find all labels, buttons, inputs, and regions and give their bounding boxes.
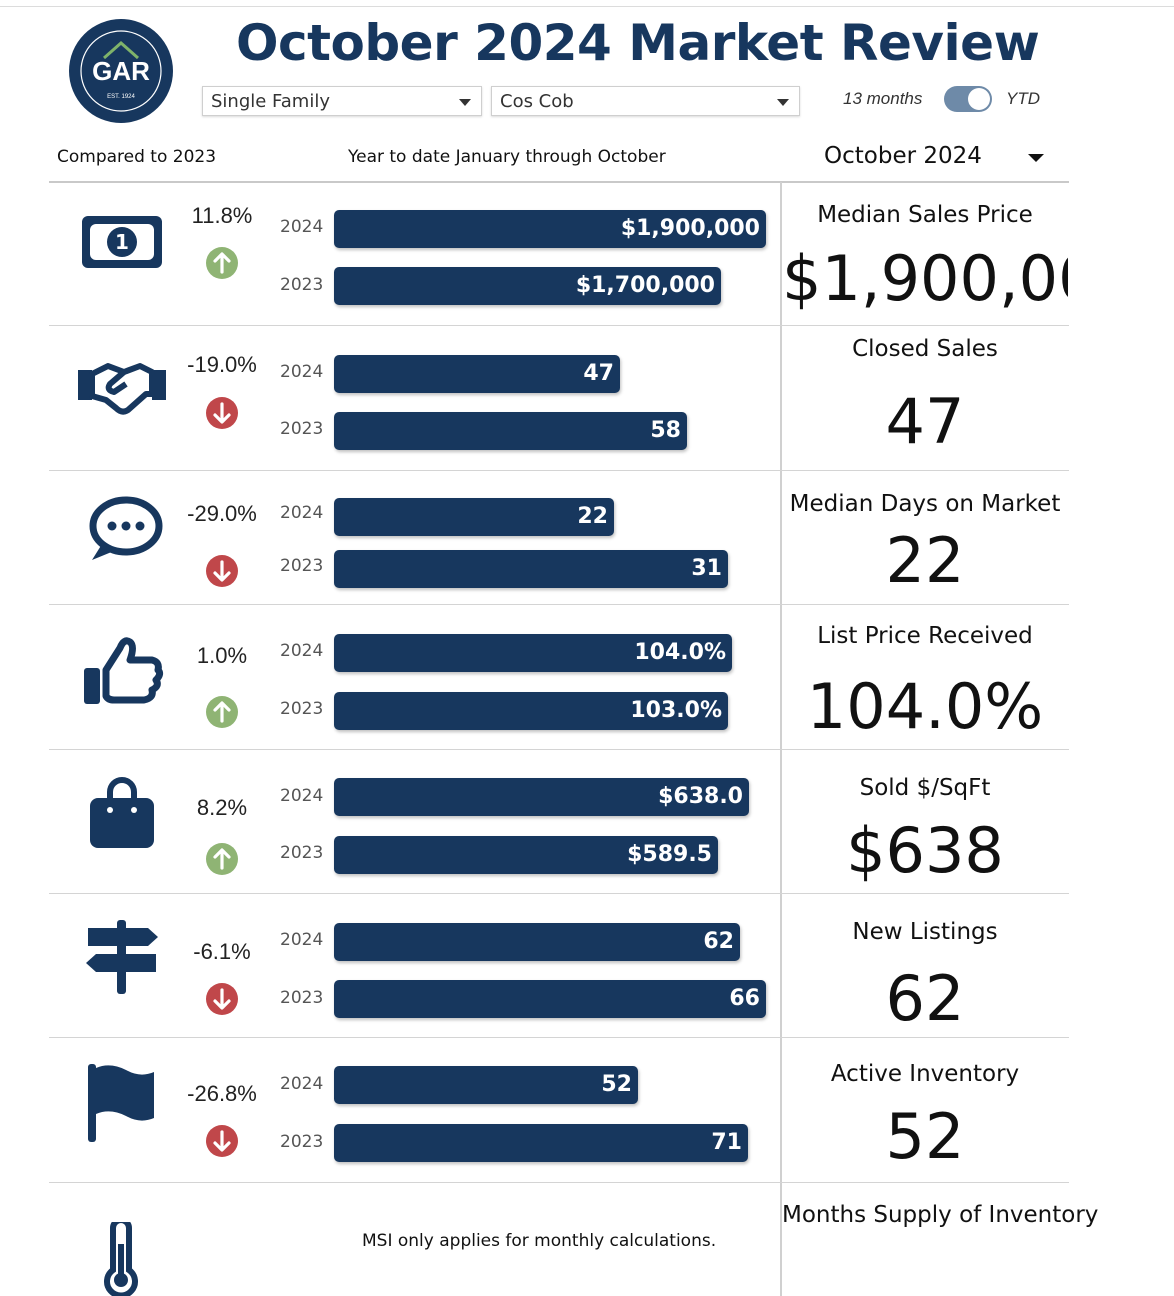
median-days-on-market-year-2024: 2024 — [280, 503, 324, 523]
median-sales-price-headline-value: $1,900,00 — [782, 242, 1068, 315]
median-days-on-market-bar-2023[interactable]: 31 — [334, 550, 728, 588]
arrow-down-icon — [205, 1124, 239, 1158]
shopping-bag-icon — [76, 772, 168, 852]
msi-note: MSI only applies for monthly calculation… — [362, 1231, 717, 1251]
list-price-received-headline-value: 104.0% — [806, 670, 1044, 743]
new-listings-headline-value: 62 — [885, 962, 965, 1035]
active-inventory-year-2024: 2024 — [280, 1074, 324, 1094]
active-inventory-headline-value: 52 — [885, 1100, 965, 1173]
closed-sales-bar-2024[interactable]: 47 — [334, 355, 620, 393]
thumbs-up-icon — [76, 632, 168, 712]
median-days-on-market-label: Median Days on Market — [789, 491, 1061, 517]
list-price-received-bar-2023[interactable]: 103.0% — [334, 692, 728, 730]
signpost-icon — [76, 918, 168, 998]
active-inventory-bar-2023[interactable]: 71 — [334, 1124, 748, 1162]
closed-sales-change: -19.0% — [187, 352, 257, 377]
sold-per-sqft-label: Sold $/SqFt — [859, 775, 991, 801]
toggle-knob — [968, 88, 990, 110]
list-price-received-year-2023: 2023 — [280, 699, 324, 719]
month-selector[interactable]: October 2024 — [824, 143, 982, 169]
area-dropdown[interactable]: Cos Cob — [491, 86, 800, 116]
chevron-down-icon — [777, 99, 789, 106]
median-sales-price-year-2024: 2024 — [280, 217, 324, 237]
logo-est: EST. 1924 — [107, 94, 135, 100]
active-inventory-label: Active Inventory — [830, 1061, 1020, 1087]
closed-sales-bar-2023[interactable]: 58 — [334, 412, 687, 450]
new-listings-label: New Listings — [852, 919, 998, 945]
row-divider — [49, 470, 1069, 471]
msi-label: Months Supply of Inventory — [782, 1202, 1099, 1228]
svg-text:1: 1 — [115, 230, 129, 254]
row-divider — [49, 749, 1069, 750]
closed-sales-year-2024: 2024 — [280, 362, 324, 382]
arrow-up-icon — [205, 842, 239, 876]
sold-per-sqft-change: 8.2% — [196, 795, 248, 820]
chat-bubble-icon — [76, 490, 168, 570]
column-divider — [780, 182, 782, 1296]
arrow-up-icon — [205, 246, 239, 280]
sold-per-sqft-year-2024: 2024 — [280, 786, 324, 806]
compared-to-label: Compared to 2023 — [57, 147, 217, 167]
active-inventory-change: -26.8% — [187, 1081, 257, 1106]
new-listings-change: -6.1% — [193, 939, 251, 964]
chevron-down-icon — [459, 99, 471, 106]
arrow-down-icon — [205, 982, 239, 1016]
list-price-received-year-2024: 2024 — [280, 641, 324, 661]
arrow-down-icon — [205, 396, 239, 430]
median-days-on-market-change: -29.0% — [187, 501, 257, 526]
row-divider — [49, 325, 1069, 326]
property-type-value: Single Family — [211, 91, 330, 112]
area-value: Cos Cob — [500, 91, 574, 112]
new-listings-bar-2023[interactable]: 66 — [334, 980, 766, 1018]
toggle-label-13-months[interactable]: 13 months — [843, 89, 923, 108]
gar-logo: GAR EST. 1924 — [69, 19, 173, 123]
list-price-received-bar-2024[interactable]: 104.0% — [334, 634, 732, 672]
list-price-received-change: 1.0% — [196, 643, 248, 668]
handshake-icon — [76, 348, 168, 428]
sold-per-sqft-bar-2023[interactable]: $589.5 — [334, 836, 718, 874]
property-type-dropdown[interactable]: Single Family — [202, 86, 482, 116]
arrow-down-icon — [205, 554, 239, 588]
active-inventory-bar-2024[interactable]: 52 — [334, 1066, 638, 1104]
arrow-up-icon — [205, 695, 239, 729]
sold-per-sqft-headline-value: $638 — [846, 814, 1004, 887]
closed-sales-headline-value: 47 — [885, 385, 965, 458]
median-sales-price-year-2023: 2023 — [280, 275, 324, 295]
period-label: Year to date January through October — [348, 147, 666, 167]
toggle-label-ytd[interactable]: YTD — [1006, 89, 1040, 108]
header-divider — [49, 181, 1069, 183]
median-sales-price-label: Median Sales Price — [817, 202, 1033, 228]
median-sales-price-change: 11.8% — [191, 203, 253, 228]
new-listings-year-2024: 2024 — [280, 930, 324, 950]
logo-text: GAR — [92, 56, 150, 86]
sold-per-sqft-bar-2024[interactable]: $638.0 — [334, 778, 749, 816]
sold-per-sqft-year-2023: 2023 — [280, 843, 324, 863]
new-listings-year-2023: 2023 — [280, 988, 324, 1008]
median-sales-price-bar-2024[interactable]: $1,900,000 — [334, 210, 766, 248]
median-days-on-market-bar-2024[interactable]: 22 — [334, 498, 614, 536]
median-days-on-market-year-2023: 2023 — [280, 556, 324, 576]
period-toggle-switch[interactable] — [944, 86, 992, 112]
list-price-received-label: List Price Received — [817, 623, 1033, 649]
top-border — [0, 6, 1174, 7]
closed-sales-label: Closed Sales — [852, 336, 998, 362]
month-dropdown-caret-icon[interactable] — [1028, 154, 1044, 162]
closed-sales-year-2023: 2023 — [280, 419, 324, 439]
new-listings-bar-2024[interactable]: 62 — [334, 923, 740, 961]
page-title: October 2024 Market Review — [236, 14, 1040, 72]
row-divider — [49, 1182, 1069, 1183]
money-bill-icon: 1 — [76, 202, 168, 282]
flag-icon — [76, 1062, 168, 1142]
row-divider — [49, 1037, 1069, 1038]
median-days-on-market-headline-value: 22 — [885, 524, 965, 597]
active-inventory-year-2023: 2023 — [280, 1132, 324, 1152]
thermometer-icon — [104, 1222, 138, 1296]
row-divider — [49, 893, 1069, 894]
row-divider — [49, 604, 1069, 605]
median-sales-price-bar-2023[interactable]: $1,700,000 — [334, 267, 721, 305]
